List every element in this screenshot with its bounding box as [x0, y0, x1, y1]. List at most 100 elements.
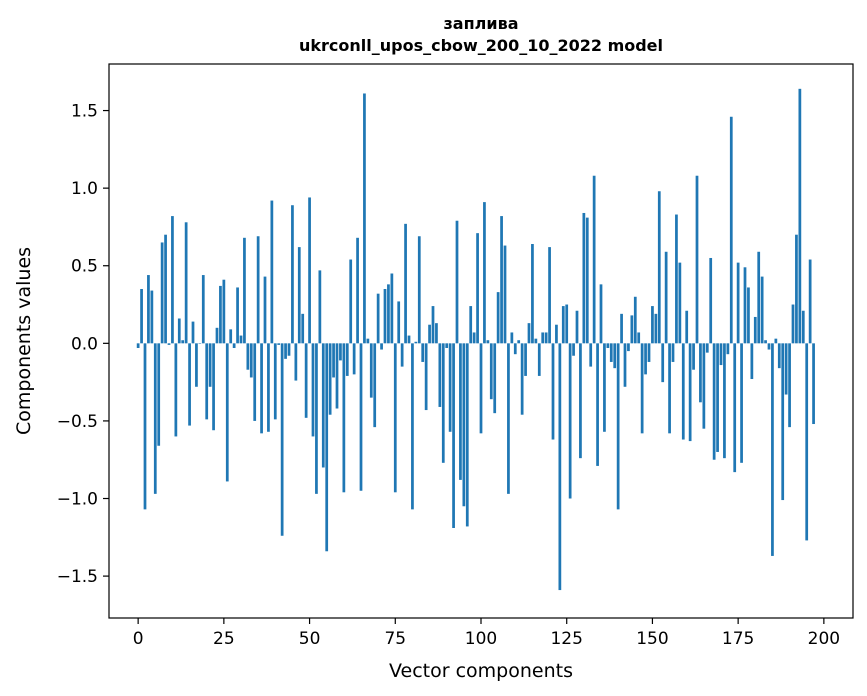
bar — [531, 244, 534, 344]
bar — [616, 343, 620, 510]
bar — [160, 242, 164, 344]
bar — [380, 343, 383, 350]
bar — [421, 343, 425, 362]
bar — [661, 343, 665, 383]
bar — [287, 343, 291, 356]
bar — [318, 270, 322, 344]
bar — [483, 202, 486, 344]
bar — [195, 343, 198, 387]
bar — [445, 343, 449, 348]
bar — [359, 343, 363, 491]
bar — [747, 287, 750, 344]
bar — [603, 343, 606, 432]
bar — [627, 343, 630, 352]
bar — [455, 220, 459, 344]
bar — [407, 335, 411, 344]
bar — [733, 343, 737, 473]
bar — [448, 343, 452, 432]
y-tick-label: −1.0 — [57, 490, 98, 510]
bar — [304, 343, 308, 418]
bar — [565, 304, 569, 344]
bar — [685, 310, 689, 344]
bar — [219, 285, 222, 344]
bar — [246, 343, 250, 370]
bar — [225, 343, 229, 482]
y-tick-label: −0.5 — [57, 412, 98, 432]
bars-group — [136, 88, 815, 591]
bar — [503, 245, 507, 344]
bar — [764, 340, 767, 344]
bar — [808, 259, 812, 344]
bar — [390, 273, 394, 344]
x-tick-label: 25 — [213, 629, 235, 649]
bar — [191, 321, 195, 344]
chart-title: заплива — [444, 14, 519, 33]
bar — [277, 343, 281, 345]
bar — [551, 343, 555, 440]
bar — [171, 216, 174, 344]
bar — [335, 343, 339, 409]
bar — [579, 343, 582, 459]
bar — [136, 343, 140, 348]
x-tick-label: 200 — [808, 629, 840, 649]
bar — [311, 343, 315, 437]
bar — [558, 343, 562, 591]
bar — [805, 343, 809, 541]
bar — [212, 343, 215, 431]
bar — [479, 343, 483, 434]
bar — [270, 200, 274, 344]
bar — [297, 247, 301, 344]
bar — [352, 343, 356, 375]
bar — [404, 223, 407, 344]
bar — [651, 306, 654, 344]
bar — [623, 343, 627, 387]
bar — [465, 343, 469, 527]
bar — [284, 343, 287, 359]
bar — [294, 343, 298, 381]
bar — [740, 343, 743, 463]
bar — [781, 343, 785, 501]
bar — [633, 296, 637, 344]
bar — [476, 233, 479, 344]
bar — [397, 301, 401, 344]
bar — [411, 343, 414, 510]
bar — [736, 262, 740, 344]
bar — [692, 343, 695, 370]
bar — [589, 343, 593, 367]
bar — [164, 234, 167, 344]
y-axis-label: Components values — [13, 247, 35, 435]
bar — [613, 343, 617, 369]
bar — [345, 343, 349, 376]
bar — [520, 343, 524, 415]
bar — [743, 267, 747, 344]
bar — [592, 175, 596, 344]
bar — [753, 316, 757, 344]
bar — [678, 262, 682, 344]
bar — [596, 343, 599, 466]
bar — [496, 292, 500, 344]
bar — [243, 237, 246, 344]
bar — [167, 343, 171, 345]
bar — [150, 290, 154, 344]
bar — [599, 284, 603, 344]
plot-frame — [108, 63, 854, 619]
bar — [657, 191, 661, 344]
bar — [675, 214, 678, 344]
bar — [273, 343, 277, 420]
bar — [637, 332, 641, 344]
bar — [435, 323, 438, 344]
bar — [644, 343, 647, 375]
bar — [438, 343, 442, 407]
bar — [801, 310, 805, 344]
bar — [249, 343, 253, 378]
x-tick-label: 0 — [133, 629, 144, 649]
bar — [308, 197, 311, 344]
bar — [510, 332, 514, 344]
x-tick-label: 100 — [465, 629, 497, 649]
bar — [339, 343, 342, 361]
x-axis-label: Vector components — [389, 660, 573, 682]
bar — [229, 329, 233, 344]
bar — [795, 234, 798, 344]
bar — [253, 343, 257, 421]
y-tick-label: 1.5 — [71, 102, 98, 122]
